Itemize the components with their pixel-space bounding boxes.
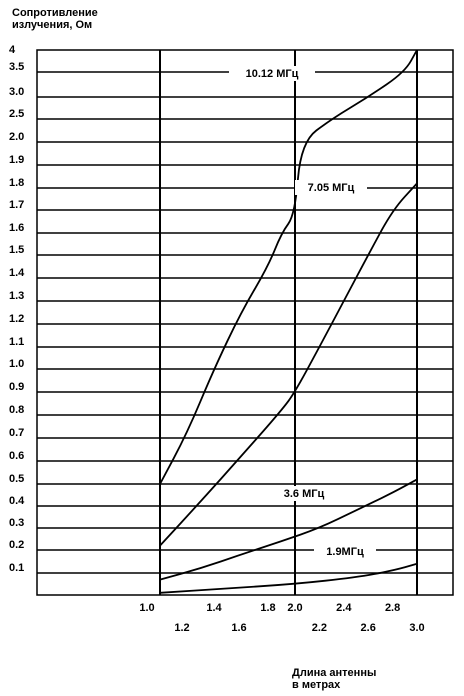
series-label: 3.6 МГц	[284, 488, 325, 500]
x-tick-label-lower: 2.2	[312, 622, 327, 634]
y-tick-label: 0.3	[9, 517, 24, 529]
x-tick-label-lower: 1.6	[231, 622, 246, 634]
y-axis-title: Сопротивление излучения, Ом	[12, 7, 98, 31]
y-tick-label: 2.5	[9, 108, 24, 120]
plot-frame	[36, 49, 454, 596]
x-tick-labels: 1.0 1.4 1.8 2.0 2.4 2.8 1.2 1.6 2.2 2.6 3.0	[139, 602, 424, 634]
grid	[36, 49, 454, 596]
series-label-background	[273, 486, 335, 501]
y-tick-label: 1.7	[9, 199, 24, 211]
y-tick-label: 4	[9, 44, 16, 56]
x-axis-title: Длина антенны в метрах	[292, 667, 376, 691]
series-label-background	[314, 544, 376, 559]
series-labels: 10.12 МГц 7.05 МГц 3.6 МГц 1.9МГц	[229, 66, 376, 559]
x-tick-label-upper: 2.0	[287, 602, 302, 614]
y-tick-label: 0.1	[9, 562, 24, 574]
series-line	[159, 182, 418, 547]
y-tick-label: 3.5	[9, 61, 24, 73]
x-tick-label-upper: 2.4	[336, 602, 352, 614]
series-label: 7.05 МГц	[308, 182, 355, 194]
x-tick-label-upper: 1.0	[139, 602, 154, 614]
series-line	[159, 478, 418, 581]
x-tick-label-upper: 2.8	[385, 602, 400, 614]
series-label: 10.12 МГц	[246, 68, 299, 80]
y-tick-label: 0.2	[9, 539, 24, 551]
y-tick-label: 1.9	[9, 154, 24, 166]
series-line	[159, 562, 418, 594]
y-tick-label: 1.3	[9, 290, 24, 302]
y-tick-label: 0.8	[9, 404, 24, 416]
y-tick-label: 1.2	[9, 313, 24, 325]
y-tick-label: 1.6	[9, 222, 24, 234]
y-tick-label: 1.5	[9, 244, 24, 256]
y-tick-label: 2.0	[9, 131, 24, 143]
y-tick-label: 1.4	[9, 267, 25, 279]
y-tick-labels: 4 3.5 3.0 2.5 2.0 1.9 1.8 1.7 1.6 1.5 1.4 1.3 1.2 1.1…	[9, 44, 25, 574]
y-tick-label: 0.7	[9, 427, 24, 439]
y-tick-label: 0.9	[9, 381, 24, 393]
x-tick-label-upper: 1.4	[206, 602, 222, 614]
x-axis-title-line-2: в метрах	[292, 679, 341, 691]
x-tick-label-lower: 3.0	[409, 622, 424, 634]
series-curves	[159, 49, 418, 594]
series-label-background	[229, 66, 315, 81]
y-axis-title-line-2: излучения, Ом	[12, 19, 93, 31]
y-tick-label: 1.8	[9, 177, 24, 189]
y-tick-label: 0.5	[9, 473, 24, 485]
y-tick-label: 3.0	[9, 86, 24, 98]
y-tick-label: 1.1	[9, 336, 24, 348]
series-label-background	[295, 180, 367, 195]
y-axis-title-line-1: Сопротивление	[12, 7, 98, 19]
x-tick-label-lower: 1.2	[174, 622, 189, 634]
y-tick-label: 0.4	[9, 495, 25, 507]
series-label: 1.9МГц	[326, 546, 364, 558]
y-tick-label: 1.0	[9, 358, 24, 370]
x-tick-label-upper: 1.8	[260, 602, 275, 614]
x-tick-label-lower: 2.6	[361, 622, 376, 634]
y-tick-label: 0.6	[9, 450, 24, 462]
x-axis-title-line-1: Длина антенны	[292, 667, 377, 679]
series-line	[159, 49, 418, 485]
